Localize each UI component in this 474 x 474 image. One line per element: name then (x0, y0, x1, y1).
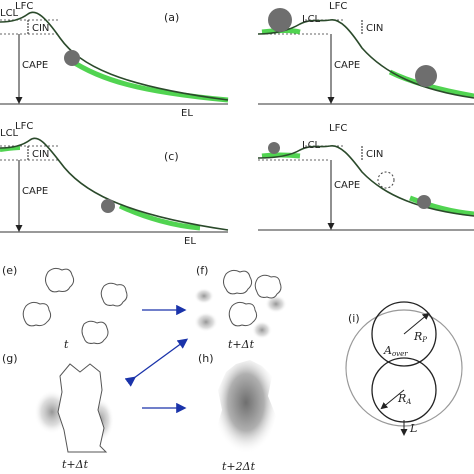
panel-c-el: EL (184, 236, 196, 247)
panel-b-lcl: LCL (302, 14, 321, 25)
panel-i-rp: RP (413, 330, 427, 344)
panel-g-label: (g) (2, 352, 18, 365)
panel-a-lfc: LFC (15, 1, 33, 12)
panel-f-cloud-1 (223, 269, 253, 295)
panel-a-curve (0, 11, 229, 101)
panel-f-blur-4 (252, 321, 272, 339)
panel-i-ra: RA (397, 392, 411, 406)
panel-a-green-band (68, 57, 229, 103)
panel-f-label: (f) (196, 264, 208, 277)
panel-f-cloud-2 (254, 274, 282, 299)
panel-c-cin: CIN (32, 149, 49, 160)
panel-c-green-right (118, 203, 201, 231)
panel-d-ball-right (417, 195, 431, 209)
panel-b-ball-right (415, 65, 437, 87)
panel-c-cape: CAPE (22, 186, 48, 197)
panel-c: LCL LFC CIN CAPE EL (c) (0, 121, 229, 247)
panel-h: (h) t+2Δt (198, 352, 276, 473)
panel-e-cloud-4 (81, 320, 109, 345)
panel-h-plume (216, 360, 276, 454)
panel-g: (g) t+Δt (2, 352, 114, 471)
panel-e-time: t (64, 338, 69, 351)
panel-f: (f) t+Δt (194, 264, 287, 351)
panel-a-el: EL (181, 108, 193, 119)
panel-i-circle-p (371, 301, 437, 367)
panel-d-lcl: LCL (302, 140, 321, 151)
panel-i-outer-circle (345, 309, 463, 427)
panel-a-cin: CIN (32, 23, 49, 34)
panel-c-lfc: LFC (15, 121, 33, 132)
panel-e-label: (e) (2, 264, 17, 277)
panel-a-label: (a) (164, 11, 179, 24)
panel-d-cape: CAPE (334, 180, 360, 191)
panel-e-cloud-1 (45, 267, 75, 293)
panel-c-lcl: LCL (0, 128, 19, 139)
panel-d-curve (257, 145, 474, 217)
panel-b-cape: CAPE (334, 60, 360, 71)
arrow-g-to-f (124, 338, 189, 387)
panel-b-ball-left (268, 8, 292, 32)
panel-e-cloud-2 (100, 282, 128, 307)
panel-d-green-left (261, 152, 301, 159)
panel-f-blur-1 (194, 288, 214, 304)
panel-a-lcl: LCL (0, 8, 19, 19)
panel-i-rp-arrow (403, 312, 430, 335)
panel-f-cloud-3 (228, 301, 258, 327)
panel-h-label: (h) (198, 352, 214, 365)
panel-f-time: t+Δt (228, 338, 255, 351)
panel-d: LCL LFC CIN CAPE (257, 123, 474, 231)
panel-a-ball (64, 50, 80, 66)
panel-a-cape: CAPE (22, 60, 48, 71)
panel-i-aover: Aover (383, 344, 408, 358)
panel-i-ra-arrow (380, 389, 405, 410)
panel-g-plume (57, 363, 108, 453)
panel-d-ball-left (268, 142, 280, 154)
panel-f-blur-3 (194, 312, 218, 332)
panel-i-l: L (409, 422, 417, 435)
panel-d-green-right (409, 195, 474, 217)
panel-b-cin: CIN (366, 23, 383, 34)
panel-b-lfc: LFC (329, 1, 347, 12)
panel-c-curve (0, 137, 229, 231)
panel-c-green-left (0, 146, 21, 152)
panel-d-lfc: LFC (329, 123, 347, 134)
panel-c-ball (101, 199, 115, 213)
panel-g-time: t+Δt (62, 458, 89, 471)
panel-d-ball-dashed (377, 171, 395, 189)
panel-b-curve (257, 19, 474, 99)
panel-a: LCL LFC CIN CAPE EL (a) (0, 1, 229, 119)
panel-i: (i) RP Aover RA L (345, 301, 463, 436)
panel-b: LCL LFC CIN CAPE (257, 1, 474, 105)
panel-d-cin: CIN (366, 149, 383, 160)
panel-e: (e) t (2, 264, 128, 351)
panel-c-label: (c) (164, 150, 179, 163)
panel-h-time: t+2Δt (222, 460, 256, 473)
panel-e-cloud-3 (22, 301, 52, 327)
panel-f-blur-2 (265, 295, 287, 313)
panel-i-label: (i) (348, 312, 360, 325)
